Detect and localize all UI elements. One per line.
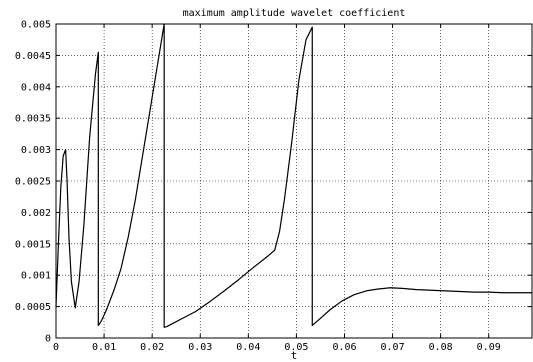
x-tick-label: 0.09 xyxy=(477,342,501,353)
x-tick-label: 0.06 xyxy=(332,342,356,353)
x-tick-label: 0.04 xyxy=(236,342,260,353)
y-tick-label: 0.0005 xyxy=(15,302,51,313)
tick-labels: 0 0.01 0.02 0.03 0.04 0.05 0.06 0.07 0.08 0.09 0 0.… xyxy=(15,20,501,354)
x-tick-label: 0.02 xyxy=(140,342,164,353)
x-tick-label: 0 xyxy=(53,342,59,353)
x-tick-label: 0.07 xyxy=(381,342,405,353)
ticks xyxy=(55,23,532,339)
x-tick-label: 0.01 xyxy=(92,342,116,353)
y-tick-label: 0.0025 xyxy=(15,177,51,188)
series-layer xyxy=(55,23,532,328)
y-tick-label: 0.002 xyxy=(21,208,51,219)
series-line-0 xyxy=(55,23,532,328)
x-axis-title: t xyxy=(291,349,298,362)
grid xyxy=(56,24,532,338)
y-tick-label: 0 xyxy=(45,334,51,345)
y-tick-label: 0.003 xyxy=(21,145,51,156)
x-tick-label: 0.03 xyxy=(188,342,212,353)
y-tick-label: 0.0045 xyxy=(15,51,51,62)
x-tick-label: 0.08 xyxy=(429,342,453,353)
y-tick-label: 0.005 xyxy=(21,20,51,31)
chart-title: maximum amplitude wavelet coefficient xyxy=(183,8,406,19)
y-tick-label: 0.004 xyxy=(21,82,51,93)
y-tick-label: 0.0015 xyxy=(15,239,51,250)
y-tick-label: 0.0035 xyxy=(15,114,51,125)
x-tick-label: 0.05 xyxy=(284,342,308,353)
y-tick-label: 0.001 xyxy=(21,271,51,282)
